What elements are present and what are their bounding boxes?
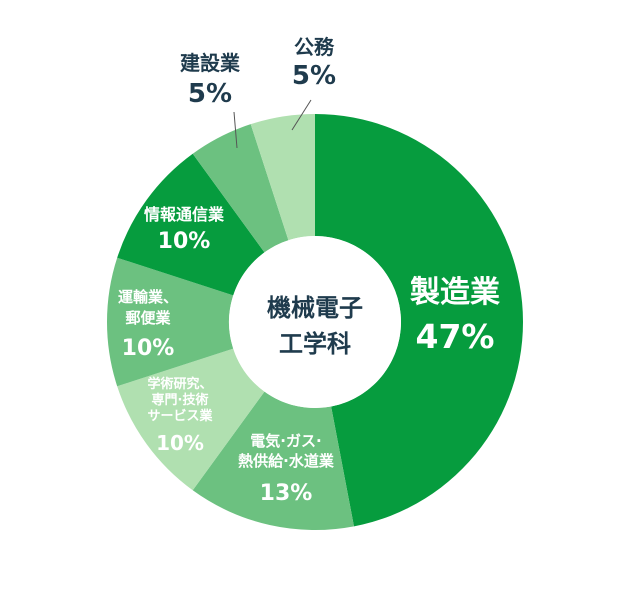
slice-name: サービス業	[147, 408, 213, 424]
slice-name: 情報通信業	[144, 205, 225, 224]
donut-slice-2	[117, 348, 265, 491]
slice-value: 47%	[416, 317, 495, 356]
slice-value: 13%	[260, 481, 313, 506]
slice-value: 10%	[122, 336, 175, 361]
center-title-line: 工学科	[279, 330, 351, 358]
slice-label-0: 製造業 47%	[410, 275, 500, 356]
slice-name: 学術研究、	[147, 376, 212, 392]
donut-slice-0	[315, 114, 524, 527]
slice-name: 郵便業	[125, 309, 171, 327]
slice-value: 5%	[188, 79, 232, 109]
slice-value: 10%	[156, 431, 204, 455]
slice-name: 専門·技術	[152, 392, 209, 408]
donut-hole	[229, 236, 401, 408]
slice-name: 建設業	[180, 51, 241, 75]
donut-slice-5	[192, 124, 289, 253]
donut-slice-6	[250, 114, 315, 241]
slice-label-5: 建設業 5%	[180, 51, 241, 109]
slice-name: 製造業	[410, 275, 500, 310]
center-title-line: 機械電子	[267, 294, 363, 322]
slice-label-1: 電気·ガス· 熱供給·水道業 13%	[238, 432, 335, 506]
slice-name: 運輸業、	[118, 288, 178, 306]
donut-slice-1	[192, 391, 354, 530]
leader-line	[233, 111, 238, 149]
slice-label-6: 公務5%	[292, 35, 336, 91]
slice-label-3: 運輸業、郵便業 10%	[118, 288, 178, 361]
leader-line	[291, 99, 312, 131]
slice-name: 熱供給·水道業	[238, 452, 335, 470]
donut-slice-3	[107, 257, 234, 387]
slice-value: 5%	[292, 61, 336, 91]
slice-name: 公務	[294, 35, 335, 59]
slice-label-4: 情報通信業 10%	[144, 205, 225, 254]
slice-name: 電気·ガス·	[250, 432, 321, 450]
donut-slice-4	[117, 153, 265, 296]
slice-value: 10%	[158, 229, 211, 254]
